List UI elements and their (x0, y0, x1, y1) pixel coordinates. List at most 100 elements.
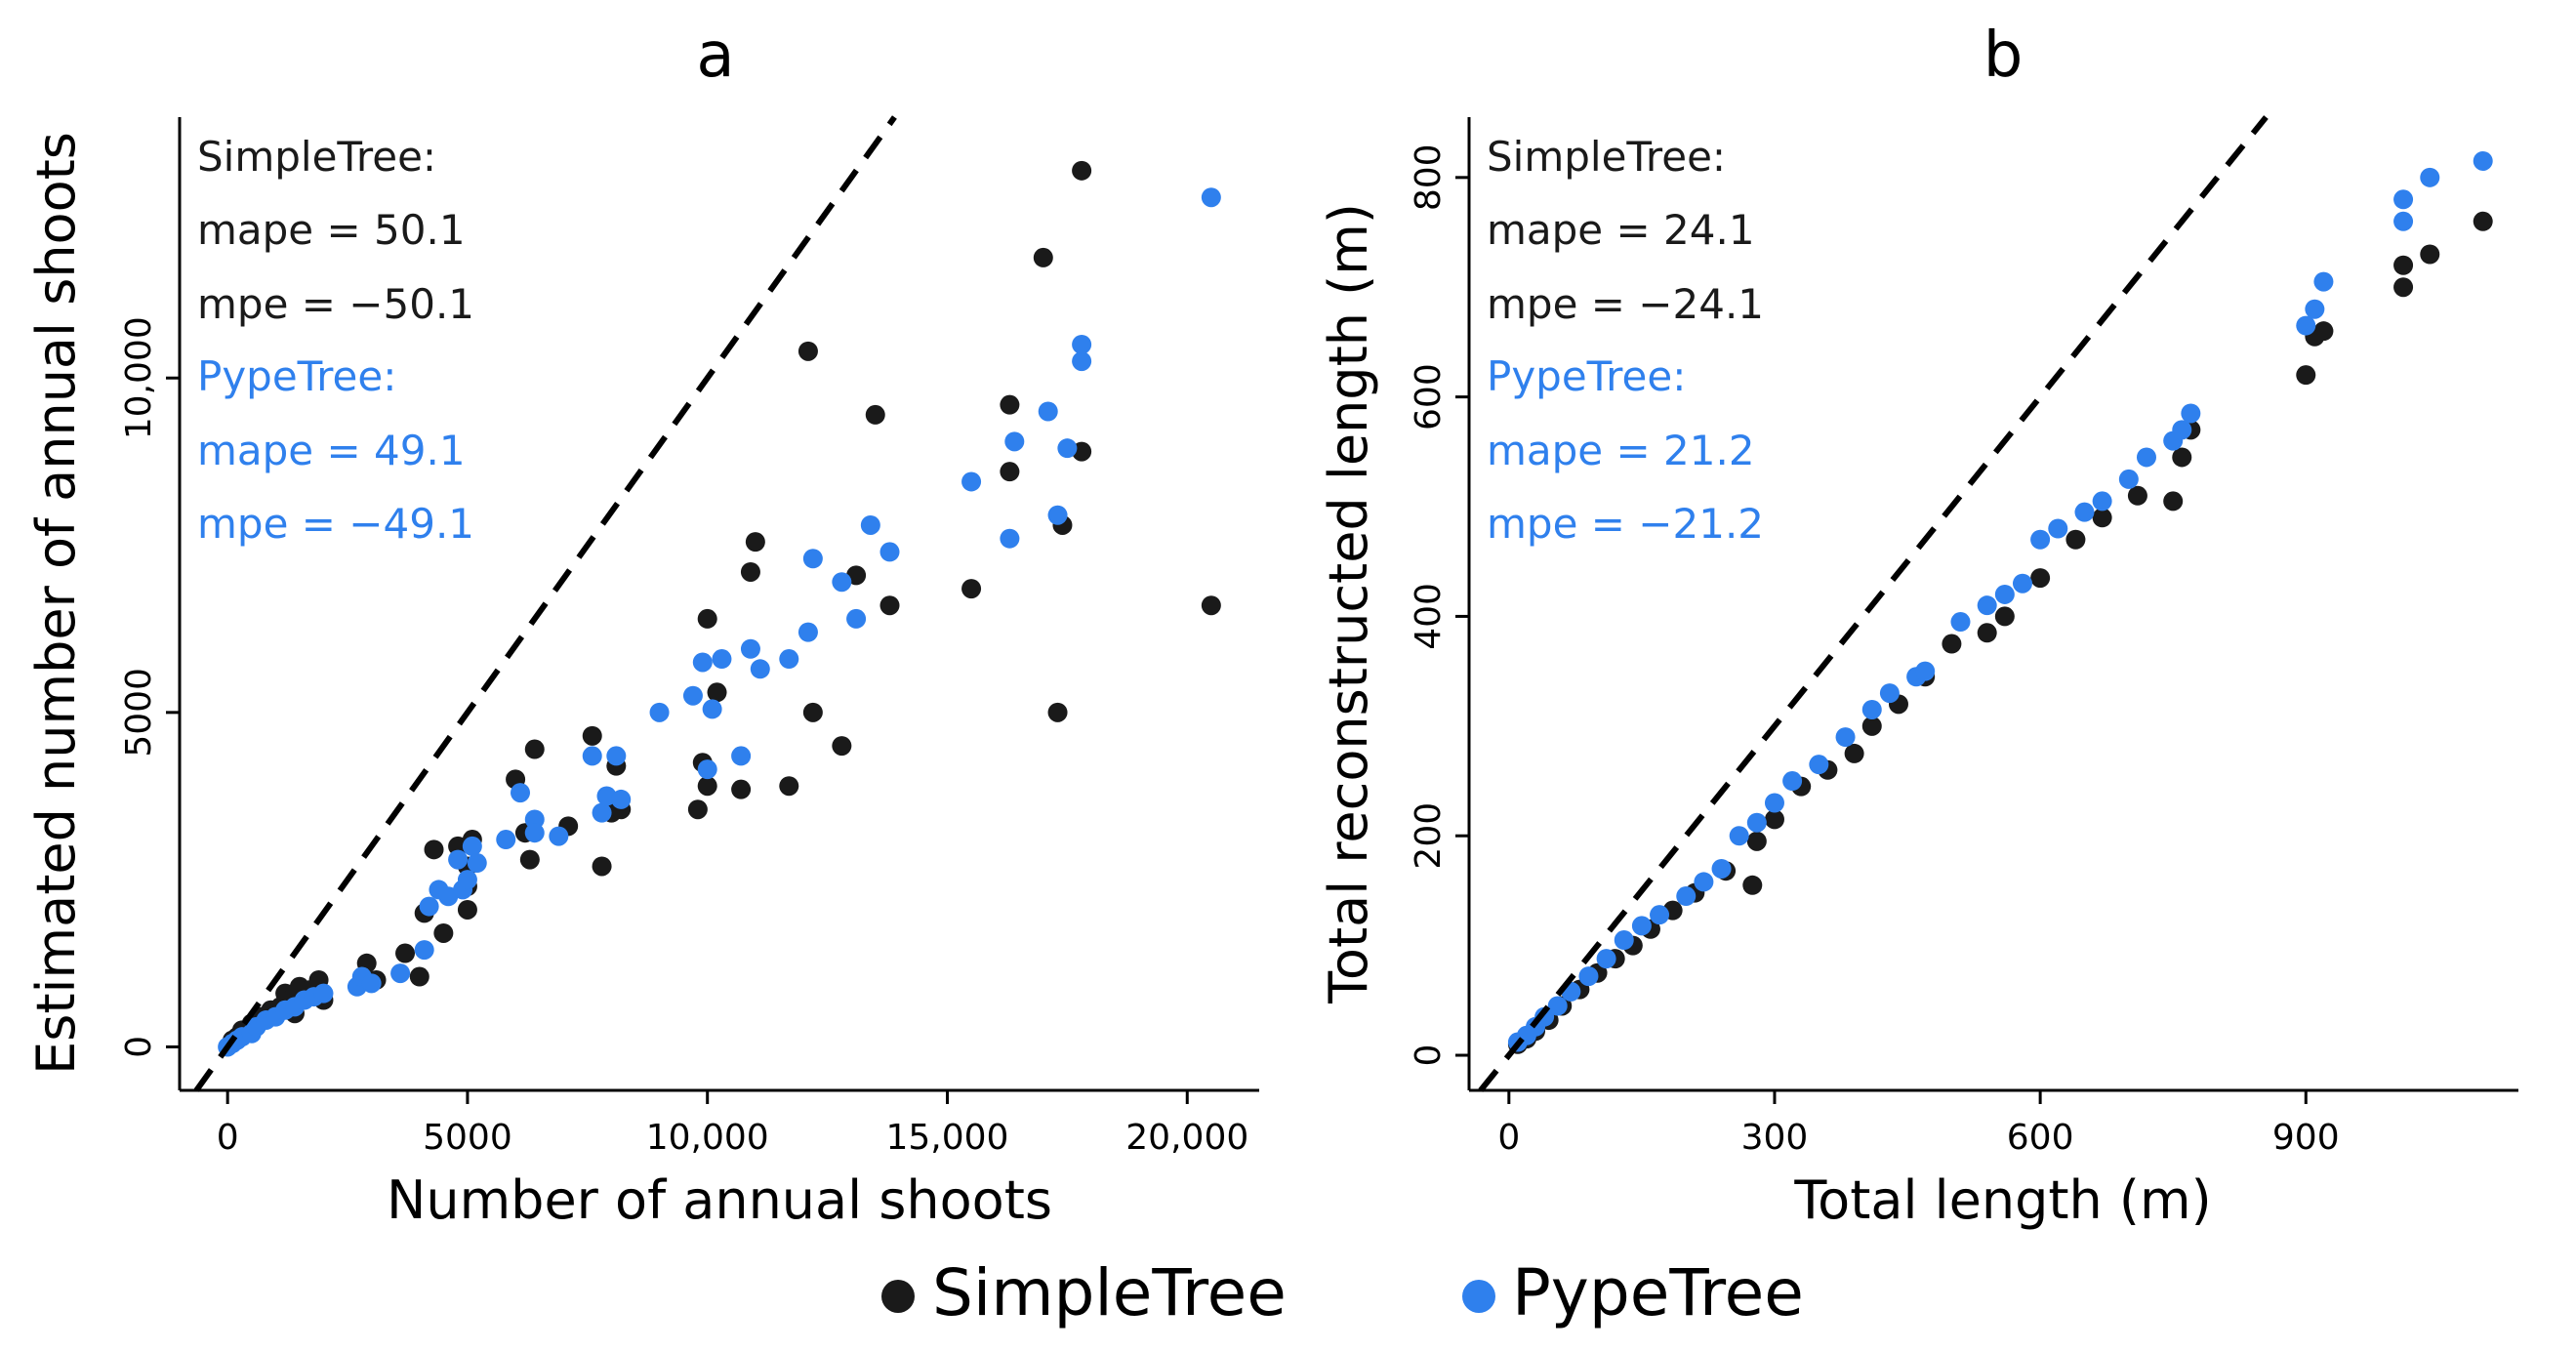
panel-a-x-ticks: 0 5000 10,000 15,000 20,000 (217, 1090, 1248, 1158)
panel-a-point-pypetree (390, 963, 411, 984)
panel-b-point-pypetree (1746, 812, 1767, 833)
panel-b-point-pypetree (1915, 661, 1936, 681)
panel-a-point-pypetree (750, 659, 770, 679)
panel-b-reference-line (1478, 115, 2269, 1092)
panel-a-point-pypetree (797, 622, 818, 642)
panel-a-point-simpletree (697, 608, 717, 629)
panel-b-point-simpletree (1742, 875, 1763, 895)
panel-b-annotation: mape = 24.1 (1487, 206, 1755, 254)
panel-a-point-simpletree (395, 943, 416, 963)
panel-b-point-pypetree (1729, 826, 1749, 846)
panel-b-point-simpletree (1942, 634, 1962, 654)
panel-b-point-pypetree (2030, 529, 2051, 550)
panel-b: b 0 300 600 900 0 200 400 600 800 Total length … (1318, 20, 2518, 1231)
panel-a-point-pypetree (462, 836, 482, 856)
panel-a-point-pypetree (802, 549, 823, 569)
panel-a-point-simpletree (745, 532, 765, 553)
panel-b-y-tick-label: 600 (1409, 363, 1449, 430)
panel-b-point-simpletree (2127, 485, 2147, 506)
panel-a-point-simpletree (519, 849, 540, 870)
panel-a-point-simpletree (1033, 247, 1053, 267)
panel-b-point-simpletree (2172, 447, 2192, 468)
panel-a-point-pypetree (832, 572, 852, 593)
panel-a-x-tick-label: 10,000 (646, 1118, 769, 1158)
panel-b-point-simpletree (2473, 211, 2493, 231)
panel-b-point-simpletree (1764, 809, 1784, 830)
legend-label-pypetree: PypeTree (1512, 1255, 1804, 1331)
panel-b-x-ticks: 0 300 600 900 (1497, 1090, 2340, 1158)
panel-a-annotation: mape = 50.1 (197, 206, 466, 254)
panel-a-point-pypetree (524, 823, 545, 843)
panel-a-point-simpletree (1000, 394, 1020, 415)
panel-a-point-simpletree (1201, 595, 1221, 616)
panel-b-point-pypetree (1614, 930, 1634, 951)
panel-b-y-label: Total reconstructed length (m) (1318, 203, 1379, 1004)
panel-a-point-simpletree (697, 776, 717, 797)
panel-b-point-pypetree (2181, 403, 2201, 424)
panel-b-point-pypetree (2473, 150, 2493, 171)
panel-b-point-simpletree (1746, 831, 1767, 851)
panel-a-annotation: mpe = −49.1 (197, 500, 474, 548)
panel-a-point-simpletree (582, 725, 602, 746)
panel-b-point-pypetree (1711, 858, 1732, 879)
panel-a-point-pypetree (682, 685, 703, 706)
panel-a-annotation: PypeTree: (197, 352, 396, 400)
panel-b-point-pypetree (2393, 211, 2414, 231)
panel-b-point-pypetree (2092, 491, 2112, 512)
panel-b-point-pypetree (1950, 612, 1971, 633)
panel-b-y-ticks: 0 200 400 600 800 (1409, 143, 1469, 1066)
panel-b-point-pypetree (1977, 595, 1997, 616)
panel-b-point-pypetree (2074, 502, 2095, 522)
panel-a-point-simpletree (740, 561, 760, 582)
legend-marker-pypetree (1462, 1280, 1495, 1313)
panel-a-point-simpletree (433, 922, 454, 943)
panel-b-x-label: Total length (m) (1793, 1169, 2211, 1231)
legend-label-simpletree: SimpleTree (932, 1255, 1287, 1331)
panel-a-x-tick-label: 0 (217, 1118, 239, 1158)
panel-b-point-simpletree (1977, 623, 1997, 643)
panel-a-point-pypetree (697, 759, 717, 780)
panel-a: a 0 5000 10,000 15,000 20,000 0 5000 10,000 Nu… (25, 20, 1259, 1231)
panel-a-point-pypetree (1047, 505, 1068, 525)
panel-a-point-simpletree (424, 839, 444, 860)
panel-b-point-pypetree (2136, 447, 2156, 468)
panel-b-point-pypetree (1835, 727, 1856, 748)
panel-b-point-pypetree (1782, 771, 1803, 792)
panel-b-point-pypetree (1764, 793, 1784, 813)
panel-a-point-pypetree (779, 649, 799, 670)
panel-a-reference-line (193, 115, 897, 1092)
panel-a-points (218, 160, 1221, 1057)
panel-a-x-label: Number of annual shoots (387, 1169, 1052, 1231)
panel-b-point-pypetree (1809, 755, 1829, 775)
panel-b-annotation: mape = 21.2 (1487, 427, 1755, 474)
panel-b-y-tick-label: 400 (1409, 583, 1449, 650)
panel-b-annotation: mpe = −21.2 (1487, 500, 1764, 548)
panel-a-point-pypetree (457, 870, 477, 890)
panel-b-annotation: mpe = −24.1 (1487, 280, 1764, 328)
panel-a-point-simpletree (779, 776, 799, 797)
panel-b-title: b (1983, 20, 2024, 92)
panel-b-point-simpletree (2030, 568, 2051, 589)
panel-b-annotations: SimpleTree: mape = 24.1 mpe = −24.1 Pype… (1487, 133, 1764, 548)
panel-a-point-simpletree (707, 682, 727, 703)
panel-b-x-tick-label: 600 (2007, 1118, 2074, 1158)
panel-b-x-tick-label: 300 (1741, 1118, 1809, 1158)
panel-b-point-simpletree (1994, 606, 2015, 627)
panel-a-point-pypetree (1072, 351, 1092, 372)
panel-b-annotation: PypeTree: (1487, 352, 1686, 400)
panel-b-point-pypetree (1650, 905, 1670, 925)
panel-a-y-label: Estimated number of annual shoots (25, 132, 87, 1075)
panel-b-point-pypetree (2118, 469, 2139, 489)
panel-a-point-pypetree (649, 702, 670, 722)
panel-a-y-ticks: 0 5000 10,000 (119, 316, 180, 1058)
panel-a-point-simpletree (865, 404, 885, 425)
legend: SimpleTree PypeTree (881, 1255, 1804, 1331)
panel-a-point-pypetree (712, 649, 732, 670)
panel-a-point-simpletree (797, 341, 818, 361)
panel-b-point-pypetree (2313, 271, 2334, 292)
panel-a-y-tick-label: 10,000 (119, 316, 159, 439)
panel-b-point-pypetree (2420, 167, 2440, 187)
panel-b-x-tick-label: 0 (1497, 1118, 1520, 1158)
panel-b-point-pypetree (2305, 299, 2325, 319)
